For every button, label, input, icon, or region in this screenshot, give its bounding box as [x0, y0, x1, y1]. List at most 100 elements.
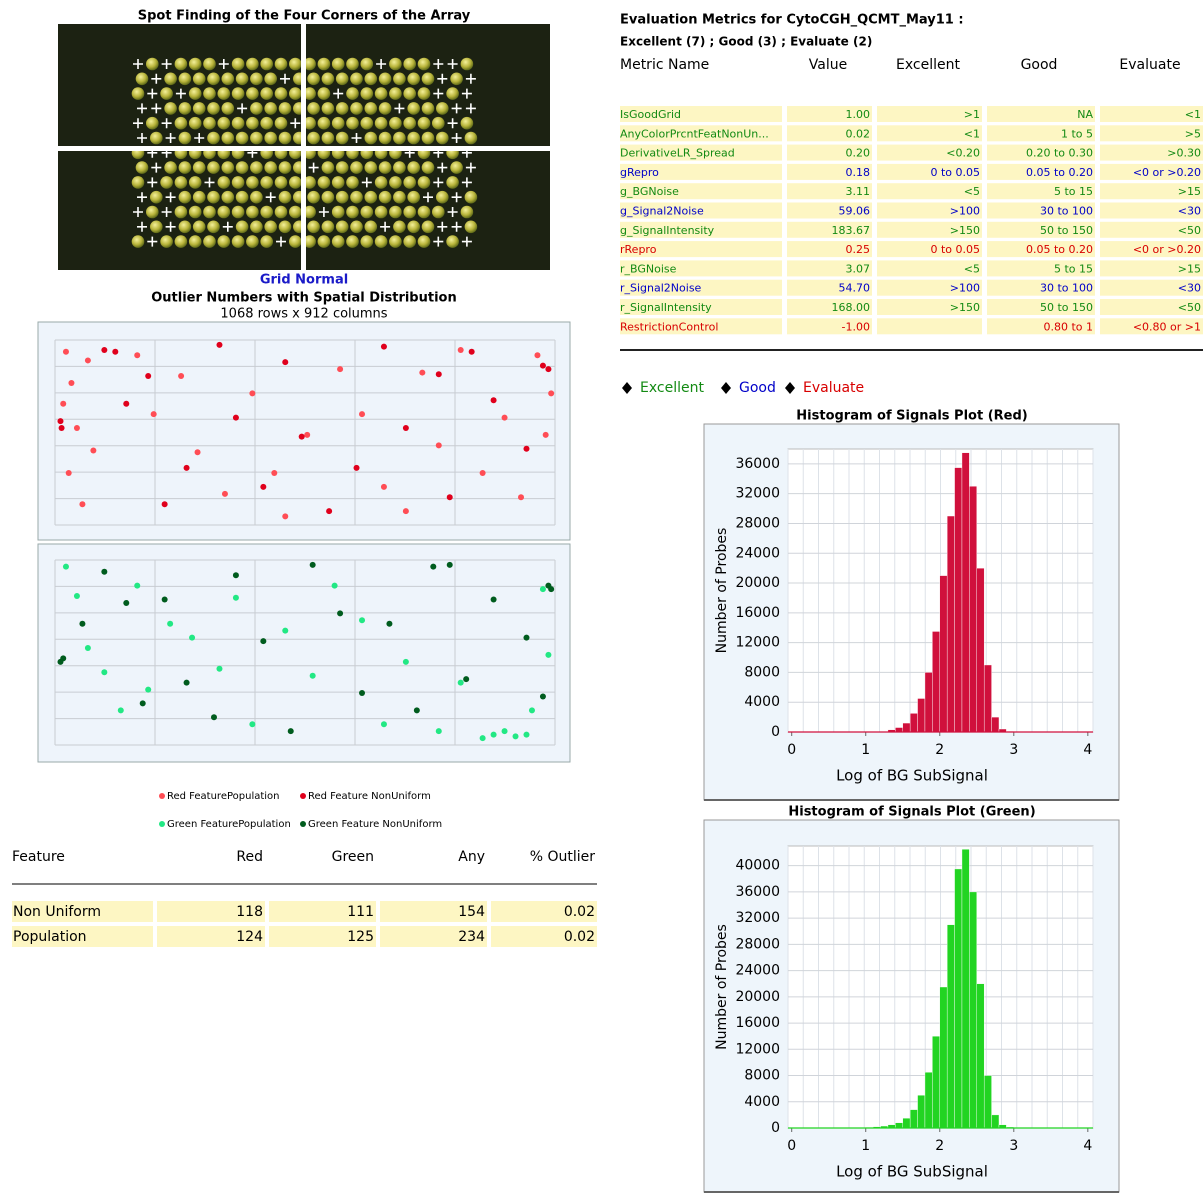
spot: [303, 205, 316, 219]
metrics-cell: [620, 279, 782, 296]
spot: [303, 176, 316, 189]
metrics-cell: [987, 299, 1095, 315]
plot-frame: [37, 543, 571, 763]
spot: [188, 235, 202, 248]
outlier-point: [101, 568, 108, 575]
outlier-point: [435, 728, 442, 735]
spot: [207, 220, 220, 234]
metrics-cell: [877, 163, 982, 180]
grid-marker: [394, 103, 405, 114]
legend-swatch: [300, 793, 306, 799]
spot: [289, 57, 302, 71]
spot: [131, 87, 145, 100]
metrics-cell: [1100, 183, 1203, 200]
grid-marker: [276, 236, 286, 247]
spot: [307, 190, 320, 204]
metrics-cell: [1100, 279, 1203, 296]
metrics-cell: [787, 260, 872, 277]
metrics-cell: [877, 260, 982, 277]
spot: [407, 161, 421, 174]
spot: [278, 190, 292, 204]
outlier-point: [539, 586, 546, 593]
spot: [335, 220, 349, 234]
metrics-cell-text: 0 to 0.05: [930, 243, 980, 256]
grid-marker: [461, 88, 472, 99]
grid-marker: [133, 207, 143, 217]
spot: [188, 116, 202, 130]
spot: [174, 57, 188, 71]
outlier-point: [210, 714, 217, 721]
histogram-bar: [924, 1072, 933, 1129]
y-tick-label: 12000: [735, 635, 780, 651]
y-tick-label: 0: [771, 724, 780, 740]
y-tick-label: 36000: [735, 884, 780, 900]
metrics-cell-text: 1 to 5: [1061, 127, 1093, 140]
spot: [246, 87, 259, 100]
spot: [131, 235, 145, 248]
spot: [417, 176, 431, 189]
grid-marker: [147, 236, 158, 247]
outlier-point: [523, 634, 530, 641]
spot: [274, 116, 288, 130]
spot: [331, 235, 345, 248]
spot: [460, 116, 474, 130]
spot: [450, 72, 463, 86]
outlier-point: [57, 418, 64, 425]
spot: [350, 161, 363, 174]
grid-marker: [433, 59, 444, 69]
spot: [192, 102, 206, 115]
spot: [250, 161, 263, 174]
outlier-point: [84, 644, 91, 651]
metrics-cell-text: 1.00: [846, 108, 871, 121]
y-tick-label: 4000: [744, 694, 780, 710]
legend-label: Red FeaturePopulation: [167, 791, 280, 802]
spot: [393, 131, 406, 145]
spot: [278, 102, 292, 115]
outlier-point: [539, 693, 546, 700]
outlier-point: [353, 464, 360, 471]
outlier-point: [309, 561, 316, 568]
spot: [364, 190, 378, 204]
spot: [321, 102, 335, 115]
spot: [417, 235, 431, 248]
spot: [331, 116, 345, 130]
histogram-bar: [932, 631, 940, 733]
spot: [274, 57, 288, 71]
spot: [378, 102, 392, 115]
table-cell-text: Population: [13, 929, 87, 945]
grid-marker: [447, 207, 458, 217]
spot: [146, 205, 159, 219]
metrics-cell: [620, 183, 782, 200]
spot: [278, 161, 292, 174]
spot: [221, 102, 235, 115]
spot: [150, 190, 163, 204]
spot: [131, 176, 145, 189]
metrics-cell-text: 0.20: [846, 147, 871, 160]
metrics-cell-text: >15: [1178, 185, 1201, 198]
grid-marker: [290, 118, 301, 129]
outlier-point: [216, 665, 223, 672]
metrics-cell: [787, 279, 872, 296]
metrics-cell: [1100, 299, 1203, 315]
metrics-cell-text: 30 to 100: [1040, 282, 1093, 295]
histogram-bar: [976, 567, 985, 733]
spot: [350, 72, 363, 86]
spot: [221, 72, 235, 86]
spot: [235, 131, 249, 145]
metrics-cell-text: >0.30: [1167, 147, 1201, 160]
grid-marker: [361, 177, 372, 188]
spot: [378, 161, 392, 174]
spot: [207, 131, 220, 145]
spot: [192, 190, 206, 204]
legend-label: Green Feature NonUniform: [308, 819, 442, 830]
legend-diamond: [721, 382, 731, 394]
outlier-point: [232, 572, 239, 579]
x-axis-label: Log of BG SubSignal: [836, 1163, 988, 1181]
spot: [203, 116, 216, 130]
spot: [317, 57, 331, 71]
histogram-bar: [969, 891, 977, 1129]
grid-marker: [451, 133, 462, 143]
spot: [278, 131, 292, 145]
grid-marker: [380, 221, 391, 232]
x-tick-label: 3: [1009, 1138, 1018, 1154]
